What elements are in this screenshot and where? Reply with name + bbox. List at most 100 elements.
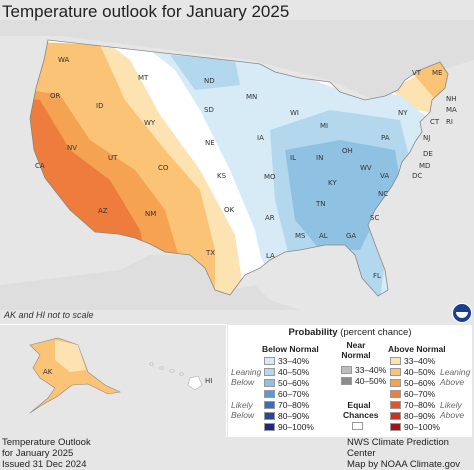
state-label-me: ME [432,69,442,77]
equal-chances-label: Equal Chances [343,400,379,420]
state-label-nd: ND [204,77,215,85]
credit-line1: NWS Climate Prediction Center [347,437,449,459]
state-label-ky: KY [328,179,337,187]
state-label-ma: MA [446,106,457,114]
state-label-ok: OK [224,206,235,214]
near-normal-swatch [341,365,352,374]
state-label-nj: NJ [423,134,430,142]
state-label-de: DE [423,150,433,158]
state-label-sc: SC [370,214,379,222]
equal-chances-swatch [352,422,363,430]
footer-line1: Temperature Outlook [2,437,91,448]
above-normal-label: 60–70% [404,388,436,399]
below-normal-swatch [264,389,275,398]
state-label-ga: GA [346,232,356,240]
below-normal-row: 90–100% [264,422,314,432]
likely-above-label: Likely Above [440,400,465,420]
hawaii-islands [149,362,203,391]
alaska-shape [29,337,122,414]
state-labels: WA OR CA NV ID MT WY UT AZ CO NM ND SD N… [35,56,457,280]
state-label-in: IN [316,154,323,162]
state-label-ut: UT [108,154,118,162]
below-normal-label: 80–90% [278,410,310,421]
state-label-vt: VT [412,69,422,77]
state-label-mt: MT [138,74,149,82]
above-normal-label: 90–100% [404,421,440,432]
legend: Probability (percent chance) Below Norma… [228,325,472,437]
equal-chances-line2: Chances [343,410,379,420]
state-label-ri: RI [446,118,453,126]
leaning-below-label: Leaning Below [231,367,262,387]
state-label-ms: MS [295,232,306,240]
state-label-nv: NV [67,144,77,152]
near-normal-header-line2: Normal [341,350,371,360]
below-normal-row: 33–40% [264,355,310,366]
state-label-mn: MN [246,93,257,101]
below-normal-row: 60–70% [264,388,310,399]
above-normal-row: 33–40% [390,356,435,366]
below-normal-label: 40–50% [278,366,310,377]
near-normal-header-line1: Near [346,340,366,350]
above-normal-label: 70–80% [404,399,436,410]
state-label-ar: AR [265,214,275,222]
state-label-wa: WA [58,56,70,64]
state-label-tx: TX [205,249,215,257]
legend-title-bold: Probability [288,327,338,338]
below-normal-row: 80–90% [264,410,310,421]
near-normal-header: Near Normal [336,340,376,360]
below-normal-swatch [264,422,275,431]
above-normal-header: Above Normal [388,344,446,354]
credit-line2: Map by NOAA Climate.gov [347,459,460,470]
state-label-wy: WY [144,119,156,127]
below-normal-label: 60–70% [278,388,310,399]
state-label-ny: NY [398,109,408,117]
state-label-nh: NH [446,95,457,103]
below-normal-swatch [264,356,275,365]
state-label-fl: FL [373,272,381,280]
below-normal-label: 50–60% [278,377,310,388]
above-normal-swatch [390,400,401,409]
below-normal-row: 70–80% [264,399,310,410]
near-normal-label: 33–40% [355,364,387,375]
below-normal-label: 33–40% [278,355,310,366]
conus-outline [29,39,449,297]
leaning-above-label: Leaning Above [440,367,471,387]
state-label-wi: WI [290,109,299,117]
legend-title-rest: (percent chance) [337,327,412,338]
below-normal-row: 40–50% [264,366,310,377]
near-normal-row: 33–40% [341,364,387,375]
state-label-ca: CA [35,162,45,170]
state-label-ne: NE [205,139,215,147]
state-label-dc: DC [412,172,422,180]
footer-line3: Issued 31 Dec 2024 [2,459,87,470]
above-normal-row: 90–100% [390,421,440,432]
below-normal-row: 50–60% [264,377,310,388]
state-label-mo: MO [264,173,276,181]
above-normal-swatch [390,378,401,387]
above-normal-swatch [390,422,401,431]
footer-credits: NWS Climate Prediction Center Map by NOA… [347,437,474,470]
below-normal-header: Below Normal [262,344,319,354]
above-normal-row: 60–70% [390,388,436,399]
state-label-al: AL [319,232,328,240]
state-label-wv: WV [360,164,372,172]
footer-line2: for January 2025 [2,448,74,459]
above-normal-row: 40–50% [390,367,435,377]
likely-below-label: Likely Below [231,400,255,420]
above-normal-swatch [390,367,401,376]
above-normal-swatch [390,356,401,365]
near-normal-row: 40–50% [341,376,386,386]
above-normal-row: 80–90% [390,410,436,421]
below-normal-swatch [264,378,275,387]
state-label-la: LA [266,252,275,260]
map-title: Temperature outlook for January 2025 [2,2,290,21]
above-normal-swatch [390,411,401,420]
scale-note: AK and HI not to scale [4,310,94,320]
state-label-oh: OH [342,147,353,155]
state-label-az: AZ [98,207,108,215]
below-normal-swatch [264,367,275,376]
above-normal-label: 80–90% [404,410,436,421]
state-label-or: OR [50,92,61,100]
below-normal-label: 70–80% [278,399,310,410]
